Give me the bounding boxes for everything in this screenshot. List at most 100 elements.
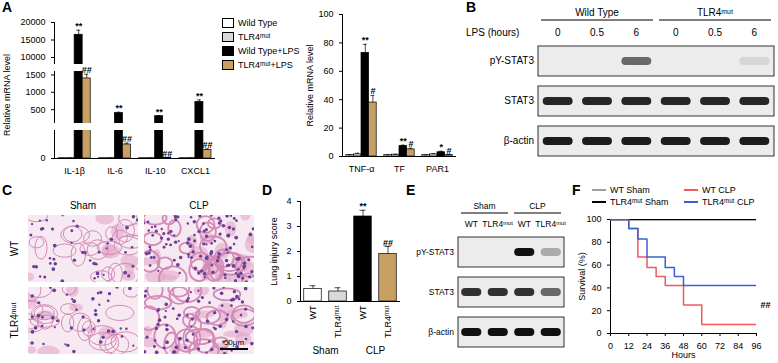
svg-text:0: 0 [673,27,679,38]
svg-text:0.5: 0.5 [708,27,722,38]
svg-text:84: 84 [733,341,743,351]
svg-text:##: ## [162,149,172,159]
svg-text:#: # [370,86,375,96]
svg-text:**: ** [156,107,164,117]
svg-text:1000: 1000 [25,87,45,97]
svg-text:LPS (hours): LPS (hours) [466,27,519,38]
svg-text:100: 100 [586,214,601,224]
svg-text:3: 3 [286,221,291,231]
svg-text:PAR1: PAR1 [426,164,449,174]
svg-text:TLR4ᵐᵘᵗ: TLR4ᵐᵘᵗ [482,219,513,229]
svg-text:pY-STAT3: pY-STAT3 [416,247,454,257]
svg-text:**: ** [400,136,408,146]
svg-text:4: 4 [286,196,291,206]
svg-text:0: 0 [555,27,561,38]
svg-text:IL-10: IL-10 [145,166,166,176]
svg-text:40: 40 [591,283,601,293]
svg-text:24: 24 [642,341,652,351]
svg-text:40: 40 [323,95,333,105]
svg-text:β-actin: β-actin [504,135,534,146]
svg-text:1: 1 [286,271,291,281]
svg-text:Lung injury score: Lung injury score [269,217,279,286]
svg-text:100: 100 [318,9,333,19]
svg-text:**: ** [359,201,367,211]
svg-text:TLR4ᵐᵘᵗ: TLR4ᵐᵘᵗ [9,302,20,338]
svg-text:TNF-α: TNF-α [349,164,375,174]
svg-text:WT: WT [308,305,318,319]
svg-text:96: 96 [751,341,761,351]
svg-text:TLR4ᵐᵘᵗ: TLR4ᵐᵘᵗ [535,219,566,229]
svg-text:20000: 20000 [20,17,45,27]
html-text:B: B [466,0,477,15]
svg-text:CXCL1: CXCL1 [181,166,210,176]
svg-text:#: # [446,146,451,156]
svg-text:##: ## [383,238,393,248]
svg-text:50μm: 50μm [224,338,245,347]
svg-text:WT: WT [465,219,478,229]
svg-text:1500: 1500 [25,70,45,80]
svg-text:6: 6 [634,27,640,38]
svg-text:*: * [440,142,444,152]
svg-text:WT: WT [518,219,531,229]
svg-text:##: ## [122,134,132,144]
svg-text:CLP: CLP [529,201,546,211]
svg-text:#: # [408,139,413,149]
svg-text:IL-1β: IL-1β [64,166,85,176]
html-text:D: D [262,182,273,198]
svg-text:##: ## [761,300,771,310]
svg-text:0: 0 [608,341,613,351]
svg-text:##: ## [202,140,212,150]
svg-text:15000: 15000 [20,35,45,45]
svg-text:**: ** [75,21,83,31]
svg-text:60: 60 [591,260,601,270]
svg-text:20: 20 [591,306,601,316]
svg-text:72: 72 [715,341,725,351]
svg-text:20: 20 [323,123,333,133]
svg-text:80: 80 [591,237,601,247]
svg-text:60: 60 [323,66,333,76]
svg-text:0: 0 [328,151,333,161]
svg-text:12: 12 [624,341,634,351]
svg-text:Sham: Sham [70,200,96,211]
svg-text:WT: WT [358,305,368,319]
svg-text:WT: WT [9,241,20,257]
svg-text:0: 0 [596,328,601,338]
html-text:TLR4ᵐᵘᵗ: TLR4ᵐᵘᵗ [238,32,271,42]
svg-text:Relative mRNA level: Relative mRNA level [305,44,315,126]
svg-text:Survival (%): Survival (%) [577,252,587,301]
svg-text:**: ** [115,103,123,113]
svg-text:pY-STAT3: pY-STAT3 [490,55,535,66]
html-text:Relative mRNA level: Relative mRNA level [2,54,12,136]
svg-text:CLP: CLP [366,345,386,356]
svg-text:Wild Type: Wild Type [575,7,619,18]
svg-text:TLR4ᵐᵘᵗ: TLR4ᵐᵘᵗ [333,305,343,338]
svg-text:STAT3: STAT3 [429,287,454,297]
svg-text:IL-6: IL-6 [107,166,123,176]
svg-text:TLR4ᵐᵘᵗ: TLR4ᵐᵘᵗ [697,7,733,18]
svg-text:0.5: 0.5 [590,27,604,38]
svg-text:**: ** [196,91,204,101]
svg-text:36: 36 [660,341,670,351]
html-text:A: A [2,0,13,15]
html-text:C: C [2,182,13,198]
svg-text:STAT3: STAT3 [504,95,534,106]
svg-text:0: 0 [40,153,45,163]
svg-text:Hours: Hours [671,350,696,360]
svg-text:0: 0 [286,296,291,306]
svg-text:β-actin: β-actin [428,327,454,337]
svg-text:2: 2 [286,246,291,256]
svg-text:##: ## [82,65,92,75]
svg-text:TF: TF [394,164,405,174]
svg-text:**: ** [362,35,370,45]
svg-text:CLP: CLP [189,200,209,211]
html-text:Wild Type: Wild Type [238,18,278,28]
svg-text:Sham: Sham [473,201,495,211]
svg-text:80: 80 [323,38,333,48]
svg-text:10000: 10000 [20,52,45,62]
svg-text:500: 500 [30,105,45,115]
svg-text:60: 60 [697,341,707,351]
svg-text:48: 48 [678,340,689,351]
svg-text:6: 6 [752,27,758,38]
svg-text:Sham: Sham [312,345,338,356]
svg-text:TLR4ᵐᵘᵗ: TLR4ᵐᵘᵗ [383,305,393,338]
